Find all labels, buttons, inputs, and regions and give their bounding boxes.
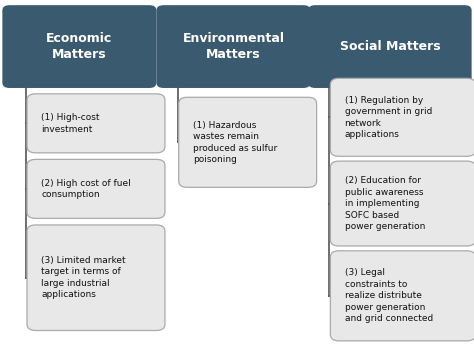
FancyBboxPatch shape bbox=[2, 5, 156, 88]
Text: (2) High cost of fuel
consumption: (2) High cost of fuel consumption bbox=[41, 179, 131, 199]
Text: Environmental
Matters: Environmental Matters bbox=[182, 32, 284, 61]
Text: (3) Limited market
target in terms of
large industrial
applications: (3) Limited market target in terms of la… bbox=[41, 256, 126, 299]
Text: (1) Hazardous
wastes remain
produced as sulfur
poisoning: (1) Hazardous wastes remain produced as … bbox=[193, 121, 277, 164]
FancyBboxPatch shape bbox=[330, 78, 474, 156]
Text: (1) High-cost
investment: (1) High-cost investment bbox=[41, 113, 100, 134]
FancyBboxPatch shape bbox=[27, 225, 165, 331]
FancyBboxPatch shape bbox=[27, 94, 165, 153]
Text: (2) Education for
public awareness
in implementing
SOFC based
power generation: (2) Education for public awareness in im… bbox=[345, 176, 425, 231]
FancyBboxPatch shape bbox=[179, 97, 317, 187]
FancyBboxPatch shape bbox=[308, 5, 472, 88]
FancyBboxPatch shape bbox=[330, 161, 474, 246]
Text: Social Matters: Social Matters bbox=[339, 40, 440, 53]
FancyBboxPatch shape bbox=[156, 5, 310, 88]
FancyBboxPatch shape bbox=[27, 159, 165, 218]
Text: (1) Regulation by
government in grid
network
applications: (1) Regulation by government in grid net… bbox=[345, 96, 432, 139]
Text: Economic
Matters: Economic Matters bbox=[46, 32, 112, 61]
Text: (3) Legal
constraints to
realize distribute
power generation
and grid connected: (3) Legal constraints to realize distrib… bbox=[345, 268, 433, 323]
FancyBboxPatch shape bbox=[330, 251, 474, 341]
